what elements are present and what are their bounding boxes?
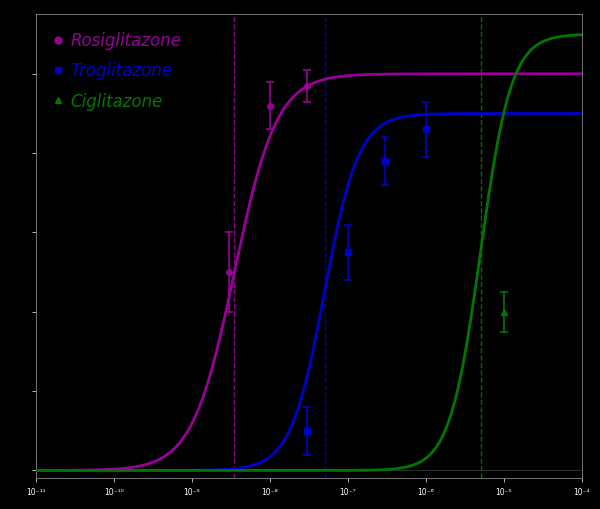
Legend: Rosiglitazone, Troglitazone, Ciglitazone: Rosiglitazone, Troglitazone, Ciglitazone: [49, 27, 186, 115]
